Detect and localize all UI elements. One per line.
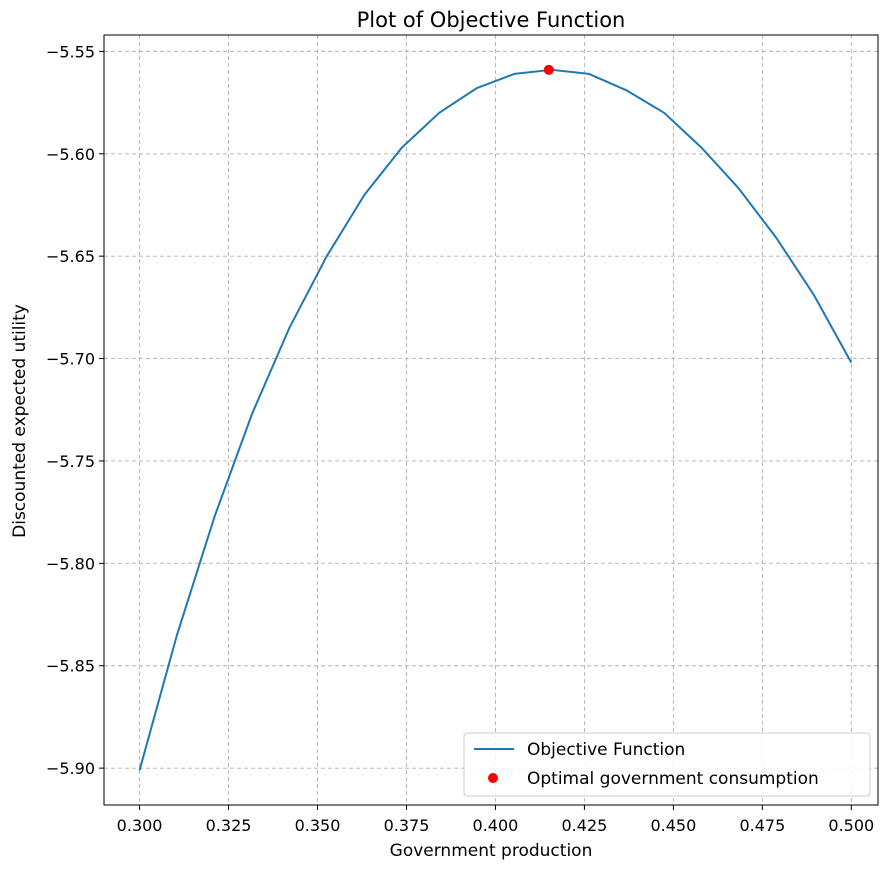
x-axis-ticks: 0.300 0.325 0.350 0.375 0.400 0.425 0.450 0.475…	[117, 805, 874, 835]
plot-frame	[103, 34, 879, 806]
chart-title: Plot of Objective Function	[357, 8, 626, 32]
legend-entry-optimal-government-consumption: Optimal government consumption	[527, 769, 819, 789]
y-tick-label: −5.55	[46, 42, 95, 61]
x-tick-label: 0.400	[473, 816, 519, 835]
x-tick-label: 0.375	[384, 816, 430, 835]
optimal-government-consumption-point	[543, 64, 554, 75]
series-layer	[138, 64, 853, 771]
y-tick-label: −5.70	[46, 350, 95, 369]
legend: Objective Function Optimal government co…	[463, 732, 871, 797]
x-tick-label: 0.500	[828, 816, 874, 835]
y-axis-label: Discounted expected utility	[10, 304, 30, 538]
x-axis-label: Government production	[390, 841, 593, 861]
x-tick-label: 0.300	[117, 816, 163, 835]
y-tick-label: −5.60	[46, 145, 95, 164]
legend-entry-objective-function: Objective Function	[527, 740, 685, 760]
legend-box	[463, 732, 871, 797]
y-tick-label: −5.85	[46, 657, 95, 676]
y-tick-label: −5.65	[46, 247, 95, 266]
y-tick-label: −5.90	[46, 759, 95, 778]
x-tick-label: 0.450	[650, 816, 696, 835]
y-tick-label: −5.75	[46, 452, 95, 471]
y-axis-ticks: −5.55 −5.60 −5.65 −5.70 −5.75 −5.80 −5.85 −5.90	[46, 42, 104, 778]
x-tick-label: 0.325	[206, 816, 252, 835]
x-tick-label: 0.350	[295, 816, 341, 835]
grid-lines	[104, 35, 878, 805]
x-tick-label: 0.475	[739, 816, 785, 835]
x-tick-label: 0.425	[562, 816, 608, 835]
objective-function-line	[138, 68, 853, 771]
y-tick-label: −5.80	[46, 554, 95, 573]
legend-marker-swatch	[488, 773, 498, 783]
